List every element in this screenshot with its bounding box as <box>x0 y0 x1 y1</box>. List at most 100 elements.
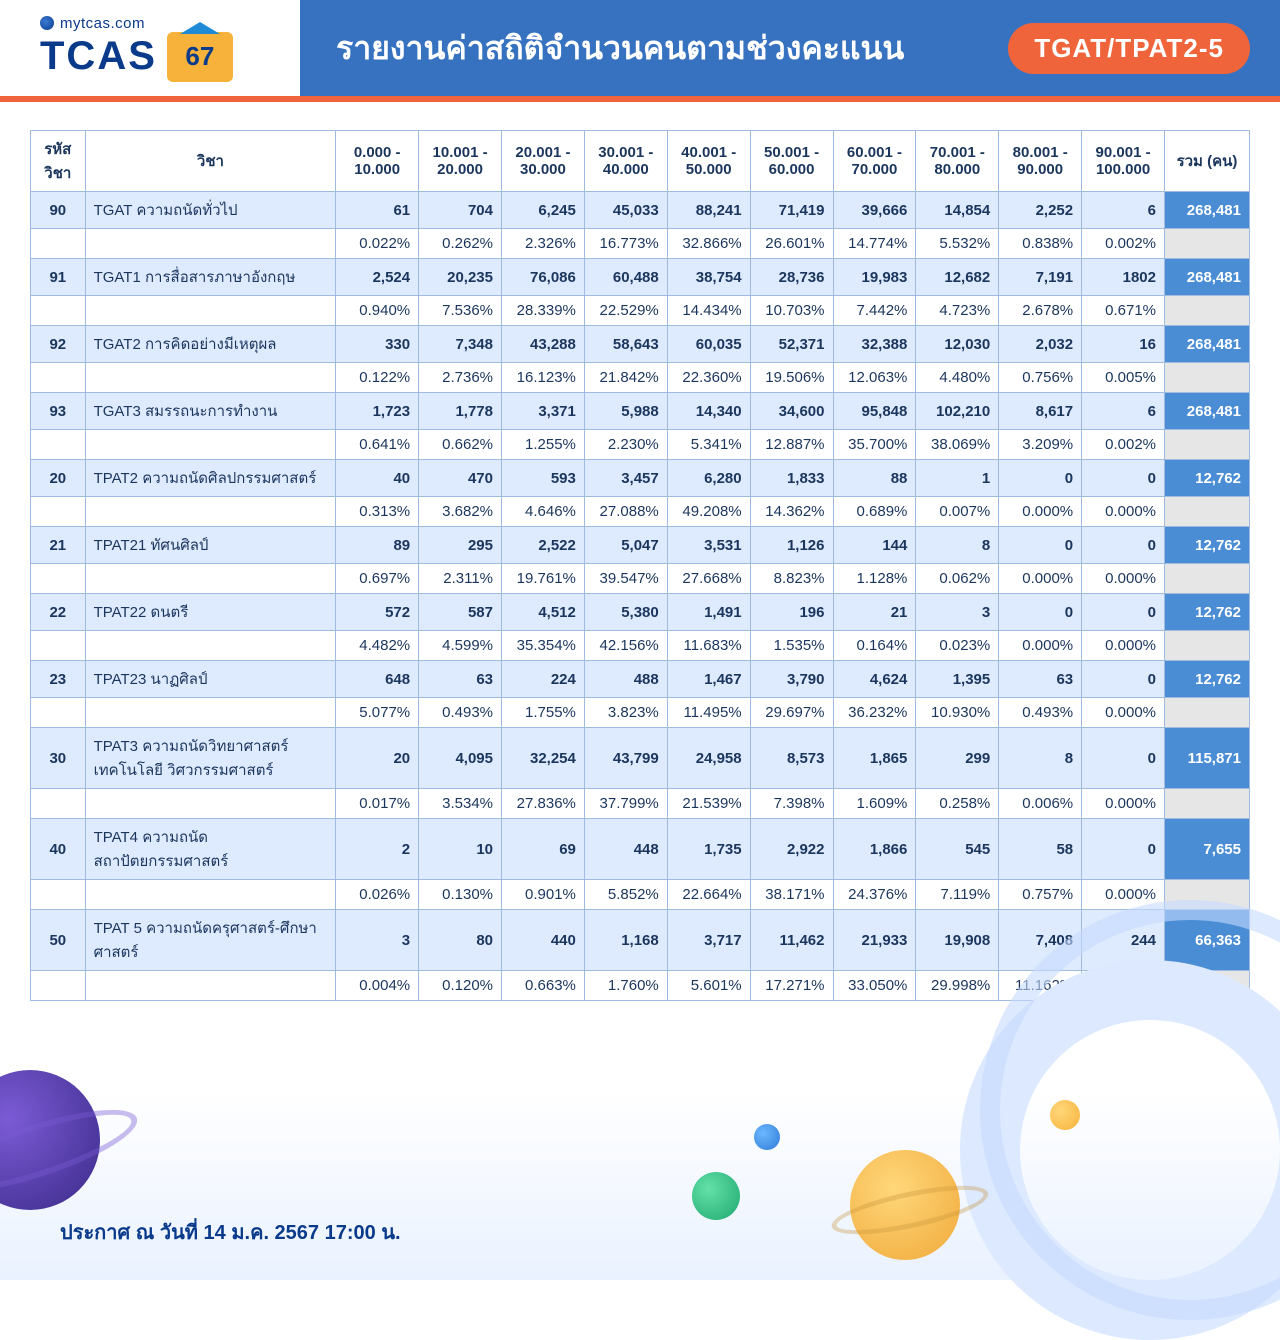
cell-pct: 38.171% <box>750 880 833 910</box>
table-head: รหัสวิชา วิชา 0.000 - 10.000 10.001 - 20… <box>31 131 1250 192</box>
cell-count: 40 <box>336 460 419 497</box>
cell-code: 20 <box>31 460 86 497</box>
cell-code: 92 <box>31 326 86 363</box>
cell-count: 0 <box>1082 460 1165 497</box>
cell-pct: 0.367% <box>1082 971 1165 1001</box>
table-row: 0.313%3.682%4.646%27.088%49.208%14.362%0… <box>31 497 1250 527</box>
table-row: 22TPAT22 ดนตรี5725874,5125,3801,49119621… <box>31 594 1250 631</box>
th-total: รวม (คน) <box>1165 131 1250 192</box>
cell-count: 4,512 <box>502 594 585 631</box>
table-row: 92TGAT2 การคิดอย่างมีเหตุผล3307,34843,28… <box>31 326 1250 363</box>
cell-count: 593 <box>502 460 585 497</box>
th-name: วิชา <box>85 131 336 192</box>
cell-count: 16 <box>1082 326 1165 363</box>
table-row: 91TGAT1 การสื่อสารภาษาอังกฤษ2,52420,2357… <box>31 259 1250 296</box>
cell-pct: 4.599% <box>419 631 502 661</box>
cell-count: 196 <box>750 594 833 631</box>
cell-count: 19,983 <box>833 259 916 296</box>
cell-pct: 0.000% <box>999 497 1082 527</box>
cell-empty <box>1165 971 1250 1001</box>
year-badge: 67 <box>167 32 233 82</box>
th-range: 10.001 - 20.000 <box>419 131 502 192</box>
cell-count: 76,086 <box>502 259 585 296</box>
cell-pct: 49.208% <box>667 497 750 527</box>
cell-pct: 4.723% <box>916 296 999 326</box>
cell-count: 38,754 <box>667 259 750 296</box>
cell-count: 60,035 <box>667 326 750 363</box>
table-row: 0.641%0.662%1.255%2.230%5.341%12.887%35.… <box>31 430 1250 460</box>
cell-pct: 19.506% <box>750 363 833 393</box>
cell-name: TPAT23 นาฏศิลป์ <box>85 661 336 698</box>
cell-empty <box>1165 880 1250 910</box>
table-row: 0.122%2.736%16.123%21.842%22.360%19.506%… <box>31 363 1250 393</box>
cell-empty <box>85 363 336 393</box>
cell-count: 704 <box>419 192 502 229</box>
cell-count: 61 <box>336 192 419 229</box>
cell-pct: 14.362% <box>750 497 833 527</box>
bubble-icon <box>692 1172 740 1220</box>
cell-pct: 2.311% <box>419 564 502 594</box>
cell-pct: 14.774% <box>833 229 916 259</box>
cell-empty <box>85 430 336 460</box>
cell-pct: 0.757% <box>999 880 1082 910</box>
cell-name: TGAT1 การสื่อสารภาษาอังกฤษ <box>85 259 336 296</box>
cell-count: 1,168 <box>584 910 667 971</box>
cell-pct: 35.354% <box>502 631 585 661</box>
cell-pct: 24.376% <box>833 880 916 910</box>
cell-count: 587 <box>419 594 502 631</box>
cell-pct: 0.122% <box>336 363 419 393</box>
cell-pct: 29.697% <box>750 698 833 728</box>
cell-pct: 39.547% <box>584 564 667 594</box>
cell-count: 1,126 <box>750 527 833 564</box>
cell-count: 488 <box>584 661 667 698</box>
cell-pct: 1.128% <box>833 564 916 594</box>
cell-count: 2,522 <box>502 527 585 564</box>
cell-pct: 0.002% <box>1082 430 1165 460</box>
cell-count: 224 <box>502 661 585 698</box>
cell-pct: 0.671% <box>1082 296 1165 326</box>
cell-pct: 0.940% <box>336 296 419 326</box>
cell-pct: 0.000% <box>1082 497 1165 527</box>
cell-pct: 27.668% <box>667 564 750 594</box>
cell-empty <box>85 971 336 1001</box>
cell-empty <box>31 229 86 259</box>
cell-count: 12,030 <box>916 326 999 363</box>
table-row: 4.482%4.599%35.354%42.156%11.683%1.535%0… <box>31 631 1250 661</box>
cell-pct: 1.255% <box>502 430 585 460</box>
cell-count: 4,095 <box>419 728 502 789</box>
cell-count: 2,922 <box>750 819 833 880</box>
cell-empty <box>1165 363 1250 393</box>
cell-count: 0 <box>1082 594 1165 631</box>
cell-pct: 11.162% <box>999 971 1082 1001</box>
cell-empty <box>1165 296 1250 326</box>
cell-pct: 7.398% <box>750 789 833 819</box>
cell-pct: 4.482% <box>336 631 419 661</box>
cell-pct: 11.683% <box>667 631 750 661</box>
cell-pct: 32.866% <box>667 229 750 259</box>
cell-pct: 28.339% <box>502 296 585 326</box>
cell-total: 12,762 <box>1165 527 1250 564</box>
header: mytcas.com TCAS 67 รายงานค่าสถิติจำนวนคน… <box>0 0 1280 96</box>
cell-pct: 2.678% <box>999 296 1082 326</box>
th-range: 80.001 - 90.000 <box>999 131 1082 192</box>
cell-pct: 37.799% <box>584 789 667 819</box>
cell-pct: 38.069% <box>916 430 999 460</box>
cell-empty <box>1165 229 1250 259</box>
cell-count: 43,799 <box>584 728 667 789</box>
cell-pct: 22.360% <box>667 363 750 393</box>
cell-pct: 5.532% <box>916 229 999 259</box>
cell-count: 69 <box>502 819 585 880</box>
cell-empty <box>85 631 336 661</box>
table-body: 90TGAT ความถนัดทั่วไป617046,24545,03388,… <box>31 192 1250 1001</box>
cell-pct: 0.022% <box>336 229 419 259</box>
cell-count: 63 <box>999 661 1082 698</box>
cell-pct: 0.062% <box>916 564 999 594</box>
cell-pct: 5.601% <box>667 971 750 1001</box>
cell-pct: 0.120% <box>419 971 502 1001</box>
cell-count: 244 <box>1082 910 1165 971</box>
cell-count: 3,717 <box>667 910 750 971</box>
cell-pct: 16.773% <box>584 229 667 259</box>
cell-pct: 0.313% <box>336 497 419 527</box>
cell-pct: 22.529% <box>584 296 667 326</box>
th-range: 40.001 - 50.000 <box>667 131 750 192</box>
